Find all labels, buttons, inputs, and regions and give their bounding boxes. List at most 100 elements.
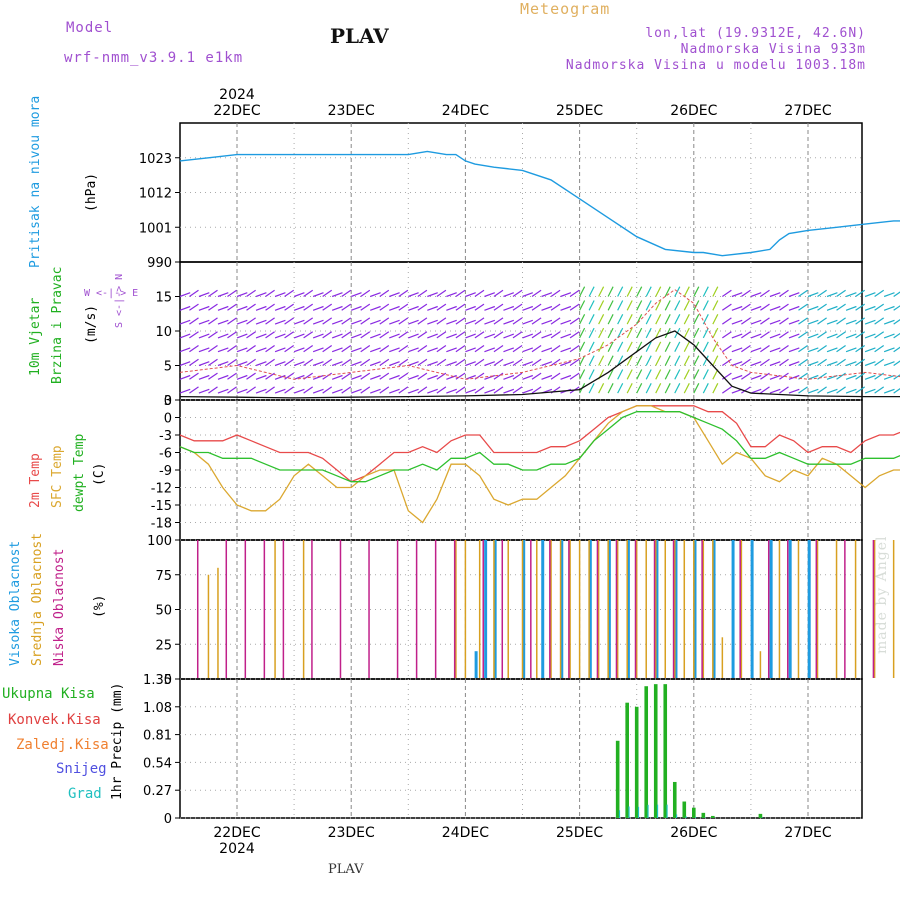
- wind-barb: [760, 289, 770, 297]
- wind-barb: [217, 319, 229, 325]
- wind-barb: [788, 319, 800, 325]
- wind-barb: [702, 369, 709, 380]
- wind-barb: [198, 333, 210, 339]
- wind-barb: [588, 369, 595, 380]
- wind-barb: [398, 358, 409, 366]
- wind-barb: [579, 286, 586, 297]
- wind-barb: [189, 317, 199, 325]
- wind-barb: [617, 383, 624, 394]
- wind-barb: [465, 388, 476, 394]
- wind-barb: [189, 386, 199, 394]
- wind-barb: [389, 374, 400, 380]
- wind-barb: [303, 345, 314, 353]
- wind-barb: [588, 286, 595, 297]
- wind-barb: [350, 319, 362, 325]
- wind-barb: [760, 331, 770, 339]
- wind-barb: [636, 300, 643, 311]
- wind-barb: [312, 388, 324, 394]
- wind-barb: [217, 374, 229, 380]
- wind-barb: [246, 317, 256, 325]
- wind-barb: [864, 361, 876, 367]
- wind-barb: [626, 286, 633, 297]
- wind-barb: [208, 331, 218, 339]
- wind-barb: [455, 372, 466, 380]
- wind-barb: [293, 388, 305, 394]
- wind-barb: [208, 345, 218, 353]
- wind-barb: [664, 355, 671, 366]
- wind-barb: [683, 383, 690, 394]
- wind-barb: [702, 383, 709, 394]
- wind-barb: [750, 388, 762, 394]
- wind-barb: [893, 319, 900, 325]
- wind-barb: [436, 345, 447, 353]
- wind-barb: [446, 319, 457, 325]
- wind-barb: [845, 292, 857, 298]
- precip-hail-bar: [656, 804, 659, 818]
- wind-barb: [817, 358, 827, 366]
- wind-barb: [607, 314, 614, 325]
- wind-barb: [493, 386, 504, 394]
- wind-barb: [455, 289, 466, 297]
- wind-barb: [893, 360, 900, 366]
- wind-barb: [179, 292, 191, 298]
- wind-barb: [408, 305, 419, 311]
- wind-barb: [512, 345, 523, 353]
- wind-barb: [569, 289, 580, 297]
- wind-barb: [883, 361, 895, 367]
- wind-barb: [417, 289, 428, 297]
- wind-barb: [493, 317, 504, 325]
- wind-barb: [322, 372, 333, 380]
- wind-barb: [265, 303, 275, 311]
- wind-barb: [370, 374, 381, 380]
- wind-barb: [379, 317, 390, 325]
- wind-barb: [893, 305, 900, 311]
- wind-barb: [693, 327, 700, 339]
- wind-barb: [227, 386, 237, 394]
- wind-barb: [550, 372, 561, 380]
- wind-barb: [389, 319, 400, 325]
- precip-total-bar: [672, 781, 677, 818]
- wind-barb: [484, 305, 496, 311]
- wind-barb: [293, 333, 305, 339]
- wind-barb: [474, 345, 485, 353]
- wind-barb: [579, 300, 586, 311]
- wind-barb: [236, 333, 248, 339]
- wind-barb: [826, 347, 838, 353]
- wind-barb: [398, 331, 409, 339]
- wind-barb: [274, 319, 286, 325]
- wind-barb: [741, 358, 751, 366]
- wind-barb: [350, 374, 362, 380]
- model-name: wrf-nmm_v3.9.1 e1km: [64, 50, 244, 66]
- wind-barb: [189, 358, 199, 366]
- wind-barb: [303, 289, 314, 297]
- wind-barb: [750, 361, 762, 367]
- wind-barb: [550, 289, 561, 297]
- wind-barb: [874, 331, 885, 339]
- wind-barb: [455, 303, 466, 311]
- wind-barb: [598, 300, 605, 311]
- year-label-bottom: 2024: [219, 841, 255, 857]
- wind-barb: [293, 292, 305, 298]
- wind-barb: [227, 289, 237, 297]
- wind-barb: [503, 333, 515, 339]
- wind-barb: [845, 333, 857, 339]
- wind-barb: [779, 386, 789, 394]
- wind-barb: [208, 386, 218, 394]
- wind-barb: [626, 355, 633, 366]
- wind-barb: [741, 386, 751, 394]
- wind-barb: [760, 372, 770, 380]
- pressure-ytick-label: 990: [147, 256, 172, 271]
- wind-barb: [779, 358, 789, 366]
- wind-barb: [465, 292, 476, 298]
- wind-barb: [179, 388, 191, 394]
- wind-barb: [674, 314, 681, 325]
- wind-barb: [550, 303, 561, 311]
- wind-barb: [845, 319, 857, 325]
- wind-barb: [579, 341, 586, 352]
- wind-barb: [607, 300, 614, 311]
- wind-barb: [855, 358, 866, 366]
- wind-barb: [722, 358, 732, 366]
- wind-barb: [217, 333, 229, 339]
- wind-barb: [303, 386, 314, 394]
